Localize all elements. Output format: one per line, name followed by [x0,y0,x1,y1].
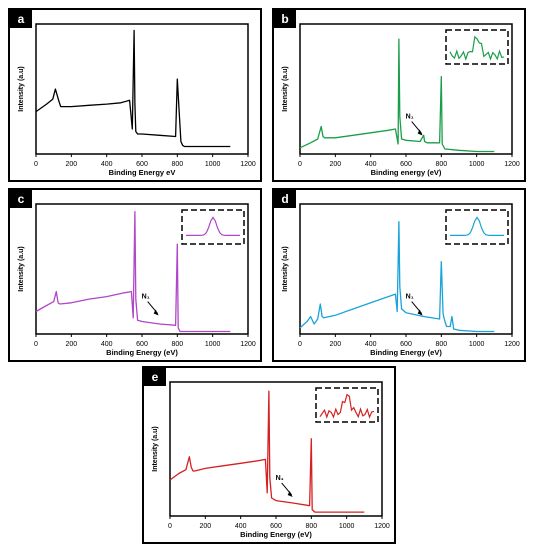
panel-e: 0 200 400 600 800 1000 1200 Binding Energy (eV)… [142,366,396,544]
inset-line [449,35,505,61]
panel-b: 0 200 400 600 800 1000 1200 Binding energy (eV)… [272,8,526,182]
n1-annotation-label: N₁ [142,294,150,301]
x-tick-label: 800 [171,161,183,168]
x-tick-label: 1000 [205,161,221,168]
x-tick-label: 0 [298,341,302,348]
x-tick-label: 200 [199,523,211,530]
x-tick-label: 800 [171,341,183,348]
inset-box [445,29,509,65]
x-tick-label: 400 [365,341,377,348]
chart-e: 0 200 400 600 800 1000 1200 Binding Energy (eV)… [152,381,390,539]
x-tick-label: 400 [101,161,113,168]
panel-label-a: a [10,10,32,28]
y-axis-label: Intensity (a.u) [152,426,159,472]
x-tick-label: 200 [329,161,341,168]
y-axis-label: Intensity (a.u) [282,246,289,292]
chart-d: 0 200 400 600 800 1000 1200 Binding Energy (eV)… [282,203,520,357]
x-tick-label: 1000 [205,341,221,348]
n1-arrowhead [153,309,159,316]
x-tick-label: 1200 [504,161,520,168]
spectrum-line [35,211,231,333]
x-tick-label: 600 [400,161,412,168]
x-tick-label: 200 [65,161,77,168]
x-tick-label: 400 [235,523,247,530]
x-tick-label: 600 [136,161,148,168]
panel-a: 0 200 400 600 800 1000 1200 Binding Energy eV In… [8,8,262,182]
n1-arrowhead [417,309,423,316]
panel-d: 0 200 400 600 800 1000 1200 Binding Energy (eV)… [272,188,526,362]
inset-line [186,216,240,237]
chart-c: 0 200 400 600 800 1000 1200 Binding Energy (eV)… [18,203,256,357]
x-tick-label: 200 [65,341,77,348]
panel-c: 0 200 400 600 800 1000 1200 Binding Energy (eV)… [8,188,262,362]
inset-box [315,387,379,423]
panel-label-c: c [10,190,32,208]
spectrum-line [169,390,365,513]
n1-annotation-label: N₁ [276,475,284,482]
x-tick-label: 400 [365,161,377,168]
x-tick-label: 1200 [240,161,256,168]
y-axis-label: Intensity (a.u) [18,66,25,112]
panel-label-d: d [274,190,296,208]
x-tick-label: 1000 [469,341,485,348]
inset-line [450,216,504,237]
x-tick-label: 1200 [504,341,520,348]
x-tick-label: 600 [400,341,412,348]
panel-label-b: b [274,10,296,28]
spectrum-line [299,221,495,333]
inset-line [319,393,375,419]
x-axis-label: Binding Energy (eV) [240,530,312,539]
x-tick-label: 800 [435,341,447,348]
x-tick-label: 400 [101,341,113,348]
y-axis-label: Intensity (a.u) [282,66,289,112]
x-axis-label: Binding energy (eV) [371,168,442,177]
panel-label-e: e [144,368,166,386]
x-tick-label: 1200 [240,341,256,348]
x-tick-label: 1000 [469,161,485,168]
inset-box [181,209,245,245]
n1-annotation-label: N₁ [406,294,414,301]
n1-arrowhead [417,129,423,136]
x-tick-label: 1200 [374,523,390,530]
spectrum-line [35,29,231,148]
x-tick-label: 1000 [339,523,355,530]
x-tick-label: 0 [34,341,38,348]
x-tick-label: 800 [435,161,447,168]
x-tick-label: 0 [168,523,172,530]
x-tick-label: 600 [136,341,148,348]
x-axis-label: Binding Energy (eV) [106,348,178,357]
chart-a: 0 200 400 600 800 1000 1200 Binding Energy eV In… [18,23,256,177]
n1-arrowhead [287,490,293,497]
x-tick-label: 0 [298,161,302,168]
x-tick-label: 800 [305,523,317,530]
x-axis-label: Binding Energy (eV) [370,348,442,357]
spectrum-line [299,38,495,153]
n1-annotation-label: N₁ [406,114,414,121]
inset-box [445,209,509,245]
y-axis-label: Intensity (a.u) [18,246,25,292]
x-tick-label: 600 [270,523,282,530]
x-axis-label: Binding Energy eV [109,168,176,177]
chart-b: 0 200 400 600 800 1000 1200 Binding energy (eV)… [282,23,520,177]
x-tick-label: 200 [329,341,341,348]
x-tick-label: 0 [34,161,38,168]
